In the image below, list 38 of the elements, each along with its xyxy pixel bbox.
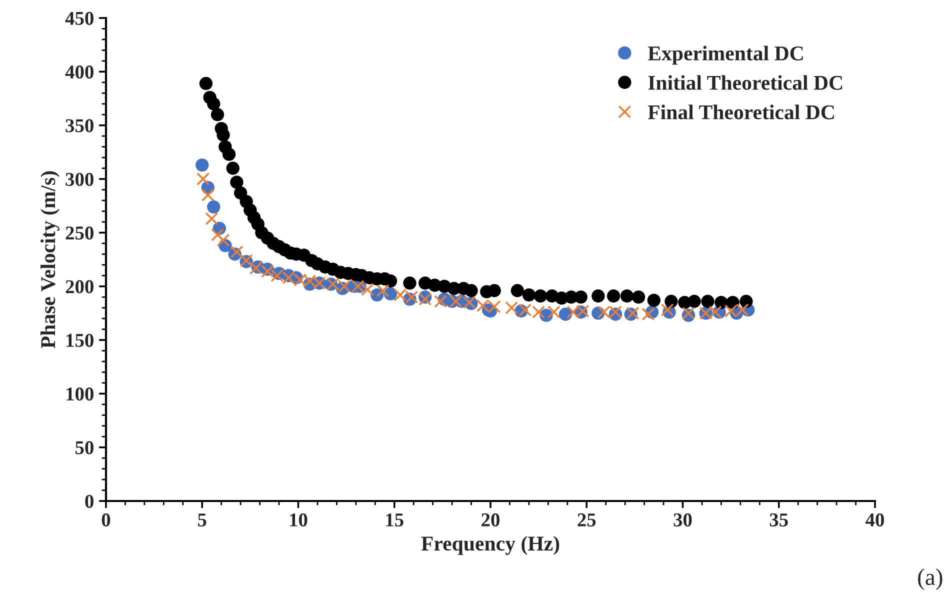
- x-tick-label: 20: [482, 513, 500, 526]
- y-tick-label: 450: [65, 12, 94, 25]
- point: [216, 234, 230, 247]
- y-tick-label: 150: [66, 334, 94, 347]
- y-axis-title: Phase Velocity (m/s): [40, 171, 60, 348]
- point: [196, 172, 210, 186]
- point: [205, 212, 218, 226]
- x-tick-label: 40: [866, 513, 884, 526]
- x-tick-label: 10: [290, 513, 308, 526]
- x-tick-label: 15: [386, 513, 404, 526]
- x-axis-title: Frequency (Hz): [421, 536, 560, 555]
- y-tick-label: 400: [65, 65, 94, 79]
- text: (a): [918, 568, 942, 590]
- point: [642, 308, 655, 321]
- point: [434, 294, 447, 308]
- x-tick-label: 5: [198, 514, 206, 526]
- point: [547, 306, 560, 319]
- y-tick-label: 200: [66, 280, 94, 294]
- y-tick-label: 0: [85, 494, 94, 508]
- point: [196, 158, 209, 172]
- y-tick-label: 50: [76, 441, 94, 454]
- legend-label: Final Theoretical DC: [648, 104, 834, 120]
- point: [376, 284, 390, 298]
- x-tick-label: 0: [102, 513, 110, 526]
- legend-label: Initial Theoretical DC: [648, 75, 842, 90]
- y-tick-label: 300: [66, 172, 94, 186]
- point: [211, 228, 224, 242]
- legend-label: Experimental DC: [648, 46, 803, 65]
- y-tick-label: 350: [66, 119, 94, 132]
- x-tick-label: 25: [578, 513, 596, 526]
- x-tick-label: 30: [674, 513, 692, 526]
- point: [201, 188, 214, 202]
- point: [230, 246, 244, 258]
- point: [207, 200, 220, 214]
- y-tick-label: 250: [66, 226, 94, 240]
- x-tick-label: 35: [770, 513, 788, 526]
- y-tick-label: 100: [66, 387, 94, 401]
- point: [660, 303, 674, 316]
